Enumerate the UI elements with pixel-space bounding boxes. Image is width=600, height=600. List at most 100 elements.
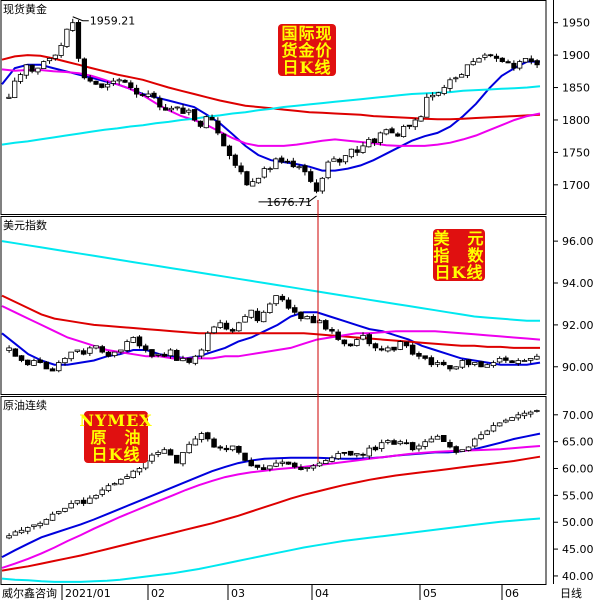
candle-usd-80 (503, 355, 509, 364)
candle-gold-32 (191, 109, 198, 122)
footer-period: 日线 (560, 586, 582, 600)
candle-gold-54 (319, 177, 325, 194)
ytick-label-gold-3: 1850 (562, 82, 590, 95)
candle-usd-19 (124, 339, 130, 353)
candle-usd-24 (155, 353, 161, 358)
candle-gold-75 (441, 84, 447, 96)
candle-oil-45 (285, 461, 292, 465)
candle-gold-24 (145, 90, 151, 99)
candle-usd-68 (428, 355, 435, 368)
candle-gold-33 (197, 120, 203, 129)
candle-oil-10 (68, 500, 74, 509)
dollar-badge-line-3: 日K线 (434, 262, 484, 282)
panel-title-gold: 现货黄金 (3, 2, 47, 16)
ytick-label-oil-2: 50.00 (562, 516, 594, 529)
candle-oil-82 (515, 411, 522, 421)
candle-usd-13 (87, 346, 93, 356)
candle-usd-20 (130, 336, 136, 344)
candle-gold-14 (87, 75, 93, 83)
candle-oil-48 (304, 466, 310, 472)
panel-usd: 美元指数 90.00 92.00 94.00 96.00 (1, 218, 594, 374)
ma-line-oil-2 (1, 445, 541, 569)
ytick-label-gold-1: 1750 (562, 146, 590, 159)
candle-usd-30 (192, 354, 199, 366)
candle-oil-36 (229, 445, 236, 452)
dollar-badge: 美 元 指 数 日K线 (433, 229, 485, 281)
candle-usd-47 (298, 311, 304, 322)
candle-gold-18 (110, 77, 116, 87)
candle-oil-30 (192, 435, 199, 446)
candle-usd-49 (310, 314, 317, 324)
candle-oil-24 (155, 450, 161, 458)
candle-oil-17 (111, 482, 118, 486)
candle-oil-38 (242, 452, 248, 462)
candle-gold-4 (29, 64, 35, 74)
candle-usd-7 (49, 367, 56, 372)
candle-usd-10 (68, 351, 74, 362)
low-annotation-pointer (258, 195, 317, 203)
candle-gold-12 (75, 20, 82, 62)
candle-oil-59 (372, 445, 379, 452)
candle-gold-59 (348, 148, 355, 159)
candle-oil-12 (80, 497, 87, 507)
candle-oil-23 (149, 452, 155, 464)
candle-gold-65 (383, 128, 389, 136)
candle-gold-13 (81, 57, 87, 80)
candle-gold-42 (250, 178, 256, 187)
candle-oil-61 (385, 439, 391, 445)
candle-usd-82 (515, 358, 522, 366)
footer-source: 威尔鑫咨询 (2, 586, 57, 600)
candle-gold-87 (511, 60, 517, 71)
candle-gold-15 (93, 80, 99, 86)
candle-oil-34 (217, 445, 223, 451)
candle-gold-21 (128, 80, 134, 91)
candle-gold-46 (273, 157, 279, 170)
candle-usd-79 (496, 356, 503, 364)
candle-gold-20 (122, 79, 128, 83)
candle-gold-30 (180, 104, 186, 114)
candle-gold-10 (64, 28, 70, 48)
candle-oil-71 (447, 439, 453, 449)
panel-title-oil: 原油连续 (3, 398, 47, 412)
candle-oil-46 (291, 461, 298, 469)
candle-gold-8 (52, 54, 58, 61)
candle-usd-78 (490, 360, 497, 368)
xtick-label-1: 02 (151, 587, 165, 600)
candle-gold-25 (151, 91, 157, 99)
ytick-label-usd-3: 96.00 (562, 235, 594, 248)
ytick-label-oil-6: 70.00 (562, 409, 594, 422)
candle-usd-51 (322, 319, 329, 331)
candle-oil-15 (99, 487, 106, 497)
candle-gold-5 (35, 67, 41, 75)
candle-oil-31 (198, 431, 205, 443)
ytick-label-oil-3: 55.00 (562, 489, 594, 502)
candle-usd-40 (254, 308, 261, 323)
candle-usd-6 (43, 361, 50, 370)
candle-oil-1 (12, 529, 19, 536)
candle-usd-44 (279, 294, 286, 302)
candle-usd-26 (167, 348, 174, 359)
candle-oil-5 (37, 521, 43, 529)
candle-usd-3 (24, 359, 31, 367)
candle-oil-27 (173, 454, 180, 464)
candle-oil-58 (366, 445, 372, 460)
candle-gold-58 (342, 155, 349, 165)
candle-usd-72 (453, 366, 459, 370)
candle-oil-57 (360, 452, 366, 458)
candle-gold-56 (331, 156, 337, 162)
candle-usd-21 (136, 335, 143, 349)
candle-usd-71 (447, 365, 453, 372)
ma-line-gold-2 (1, 68, 541, 147)
panel-title-usd: 美元指数 (3, 218, 47, 232)
candle-oil-0 (6, 533, 12, 540)
candle-gold-34 (203, 115, 209, 129)
candle-gold-23 (139, 92, 145, 97)
xtick-label-4: 05 (423, 587, 437, 600)
candle-oil-11 (74, 500, 81, 506)
candle-usd-38 (242, 314, 248, 323)
candle-gold-47 (279, 155, 285, 164)
candle-usd-54 (341, 339, 348, 347)
candle-oil-41 (260, 464, 267, 471)
candle-gold-1 (12, 77, 18, 99)
candle-gold-82 (482, 52, 488, 61)
